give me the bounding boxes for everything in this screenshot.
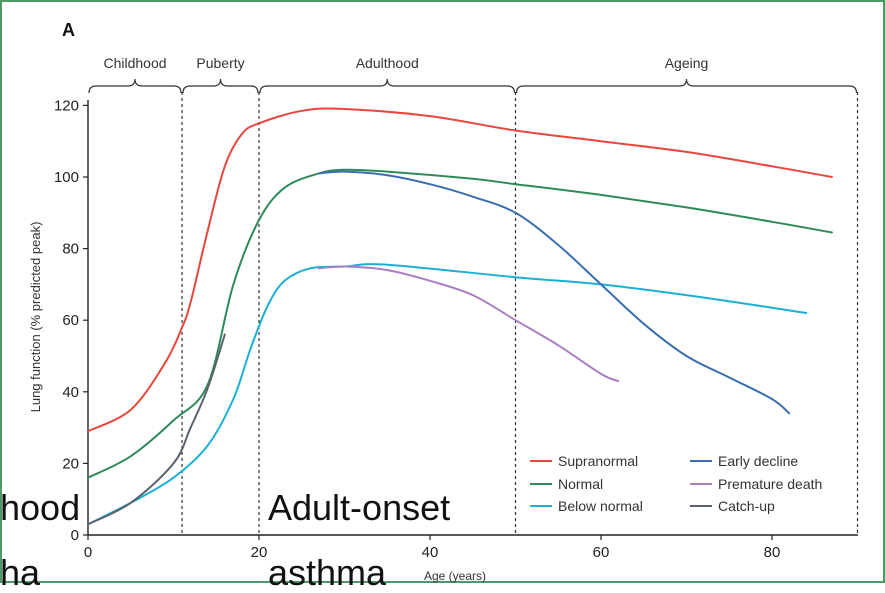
series-lines (87, 107, 833, 526)
y-tick-label: 120 (54, 97, 79, 114)
phase-bracket-puberty (182, 78, 259, 94)
legend-label-normal: Normal (558, 476, 603, 492)
y-tick-label: 60 (62, 312, 79, 329)
legend-label-below-normal: Below normal (558, 498, 643, 514)
x-tick-label: 20 (251, 544, 268, 561)
tick-labels: 0 20 40 60 80 100 120 0 20 40 60 80 (54, 97, 780, 561)
phase-label-ageing: Ageing (665, 55, 709, 71)
series-line-premature-death (317, 265, 620, 383)
series-line-below-normal (87, 263, 808, 526)
x-axis-label: Age (years) (424, 569, 486, 583)
y-tick-label: 40 (62, 384, 79, 401)
series-line-catch-up (87, 333, 226, 526)
y-tick-label: 0 (71, 527, 79, 544)
legend: Supranormal Normal Below normal Early decli… (530, 453, 822, 514)
legend-label-catch-up: Catch-up (718, 498, 775, 514)
phase-label-childhood: Childhood (103, 55, 166, 71)
phase-label-adulthood: Adulthood (356, 55, 419, 71)
series-line-early-decline (317, 170, 791, 415)
series-line-supranormal (87, 107, 833, 433)
legend-label-premature-death: Premature death (718, 476, 822, 492)
phase-bracket-ageing (515, 78, 858, 94)
x-tick-label: 0 (84, 544, 92, 561)
overlay-text-right-1: Adult-onset (268, 487, 451, 528)
overlay-text-left-2: ha (0, 552, 41, 593)
phase-label-puberty: Puberty (196, 55, 244, 71)
series-line-normal (87, 168, 833, 479)
phase-dividers (181, 92, 859, 535)
panel-label: A (62, 20, 75, 40)
phase-bracket-adulthood (259, 78, 516, 94)
axes (87, 100, 858, 536)
y-tick-label: 80 (62, 241, 79, 258)
overlay-text-left-1: hood (0, 487, 81, 528)
x-tick-label: 40 (422, 544, 439, 561)
x-tick-label: 60 (593, 544, 610, 561)
phase-brackets: Childhood Puberty Adulthood Ageing (88, 55, 858, 94)
y-tick-label: 20 (62, 455, 79, 472)
overlay-text-right-2: asthma (268, 552, 387, 593)
legend-label-supranormal: Supranormal (558, 453, 638, 469)
y-tick-label: 100 (54, 169, 79, 186)
y-axis-label: Lung function (% predicted peak) (28, 222, 43, 413)
legend-label-early-decline: Early decline (718, 453, 798, 469)
x-tick-label: 80 (764, 544, 781, 561)
phase-bracket-childhood (88, 78, 182, 94)
